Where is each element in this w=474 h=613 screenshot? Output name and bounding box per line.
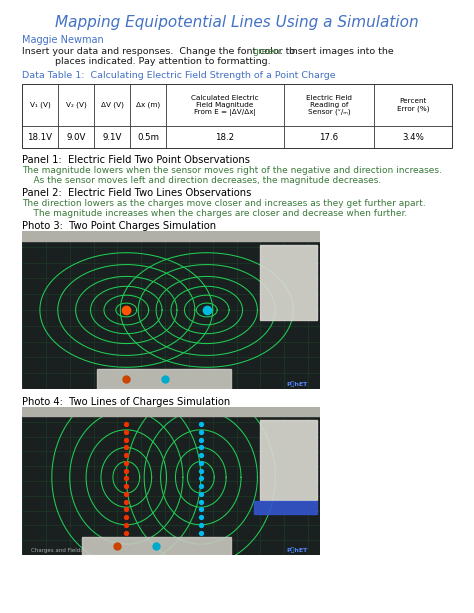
Bar <box>260 245 317 320</box>
Text: Reading of: Reading of <box>310 102 348 108</box>
Text: Δx (m): Δx (m) <box>136 102 160 109</box>
Text: Percent: Percent <box>399 98 427 104</box>
Text: 0.5m: 0.5m <box>137 132 159 142</box>
Text: 9.0V: 9.0V <box>66 132 86 142</box>
Text: Electric Field: Electric Field <box>306 95 352 101</box>
Text: Photo 3:  Two Point Charges Simulation: Photo 3: Two Point Charges Simulation <box>22 221 216 231</box>
Text: Sensor (ᵛ/ₘ): Sensor (ᵛ/ₘ) <box>308 109 350 115</box>
Text: places indicated. Pay attention to formatting.: places indicated. Pay attention to forma… <box>55 58 271 66</box>
Text: 9.1V: 9.1V <box>102 132 122 142</box>
Bar <box>260 420 317 500</box>
Text: The magnitude increases when the charges are closer and decrease when further.: The magnitude increases when the charges… <box>22 209 407 218</box>
Text: The magnitude lowers when the sensor moves right of the negative and direction i: The magnitude lowers when the sensor mov… <box>22 166 442 175</box>
Text: Insert your data and responses.  Change the font color to: Insert your data and responses. Change t… <box>22 47 298 56</box>
Text: Error (%): Error (%) <box>397 106 429 112</box>
Text: Panel 1:  Electric Field Two Point Observations: Panel 1: Electric Field Two Point Observ… <box>22 155 250 165</box>
Bar <box>22 84 452 148</box>
Text: Field Magnitude: Field Magnitude <box>196 102 254 108</box>
Bar <box>82 536 230 555</box>
Text: From E = |ΔV/Δx|: From E = |ΔV/Δx| <box>194 109 256 115</box>
Text: Panel 2:  Electric Field Two Lines Observations: Panel 2: Electric Field Two Lines Observ… <box>22 188 251 198</box>
Text: 18.1V: 18.1V <box>27 132 53 142</box>
Text: green: green <box>253 47 281 56</box>
Text: 3.4%: 3.4% <box>402 132 424 142</box>
Bar <box>22 231 320 241</box>
Text: P⦾hET: P⦾hET <box>287 547 308 553</box>
Text: Maggie Newman: Maggie Newman <box>22 35 104 45</box>
Text: V₂ (V): V₂ (V) <box>65 102 86 109</box>
Text: P⦾hET: P⦾hET <box>287 381 308 387</box>
Text: The direction lowers as the charges move closer and increases as they get furthe: The direction lowers as the charges move… <box>22 199 426 208</box>
Text: .  Insert images into the: . Insert images into the <box>280 47 394 56</box>
Text: Mapping Equipotential Lines Using a Simulation: Mapping Equipotential Lines Using a Simu… <box>55 15 419 29</box>
Text: V₁ (V): V₁ (V) <box>29 102 50 109</box>
Bar <box>255 501 317 514</box>
Text: Photo 4:  Two Lines of Charges Simulation: Photo 4: Two Lines of Charges Simulation <box>22 397 230 407</box>
Text: 17.6: 17.6 <box>319 132 338 142</box>
Text: 18.2: 18.2 <box>216 132 235 142</box>
Text: ΔV (V): ΔV (V) <box>100 102 123 109</box>
Text: As the sensor moves left and direction decreases, the magnitude decreases.: As the sensor moves left and direction d… <box>22 176 381 185</box>
Bar <box>22 407 320 416</box>
Text: Calculated Electric: Calculated Electric <box>191 95 259 101</box>
Text: Data Table 1:  Calculating Electric Field Strength of a Point Charge: Data Table 1: Calculating Electric Field… <box>22 72 336 80</box>
Bar <box>97 369 230 389</box>
Text: Charges and Fields: Charges and Fields <box>31 548 83 553</box>
